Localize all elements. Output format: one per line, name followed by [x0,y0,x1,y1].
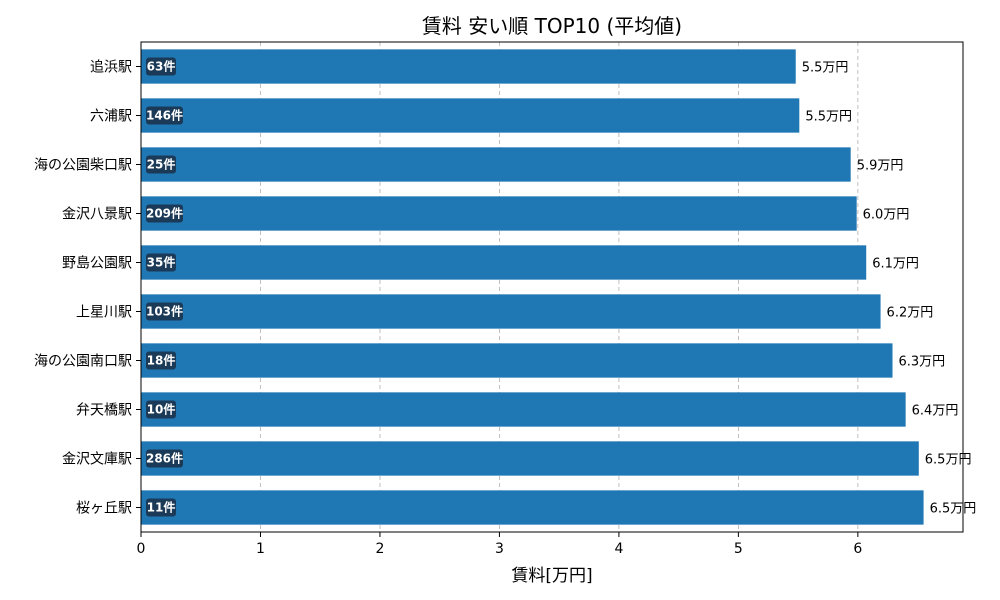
x-tick-label: 4 [614,541,623,557]
category-label: 弁天橋駅 [76,403,132,419]
count-badge [146,155,176,174]
bar [141,245,867,280]
count-label: 25件 [147,157,176,172]
value-label: 6.5万円 [925,453,972,468]
count-badge [146,498,176,517]
labels: 5.5万円 63件 5.5万円 146件 5.9万円 25件 6.0万円 209件 6.1万円 3… [146,57,977,517]
category-label: 追浜駅 [90,60,132,76]
count-label: 35件 [147,255,176,270]
x-tick-label: 2 [375,541,384,557]
bar [141,147,851,182]
x-tick-label: 6 [853,541,862,557]
x-tick-label: 3 [495,541,504,557]
count-badge [146,253,176,272]
plot-frame [140,41,964,533]
category-label: 桜ヶ丘駅 [76,501,132,517]
category-label: 野島公園駅 [62,256,132,272]
count-badge [146,400,176,419]
count-label: 18件 [147,353,176,368]
value-label: 5.5万円 [802,61,849,76]
count-label: 11件 [147,500,176,515]
count-label: 103件 [146,304,183,319]
category-label: 六浦駅 [90,109,132,125]
value-label: 5.9万円 [857,159,904,174]
count-badge [146,204,183,223]
value-label: 6.2万円 [887,306,934,321]
x-axis: 0 1 2 3 4 5 6 [137,532,862,557]
count-badge [146,351,176,370]
count-label: 10件 [147,402,176,417]
count-label: 63件 [147,59,176,74]
y-axis: 追浜駅六浦駅海の公園柴口駅金沢八景駅野島公園駅上星川駅海の公園南口駅弁天橋駅金沢… [34,60,141,517]
bar [141,490,924,525]
count-label: 146件 [146,108,183,123]
value-label: 6.3万円 [899,355,946,370]
value-label: 5.5万円 [805,110,852,125]
value-label: 6.0万円 [863,208,910,223]
category-label: 海の公園柴口駅 [34,158,132,174]
bars [141,49,924,525]
category-label: 海の公園南口駅 [34,354,132,370]
x-tick-label: 5 [734,541,743,557]
category-label: 金沢文庫駅 [62,451,132,468]
value-label: 6.4万円 [912,404,959,419]
count-label: 286件 [146,451,183,466]
count-badge [146,449,183,468]
category-label: 上星川駅 [76,305,132,321]
count-label: 209件 [146,206,183,221]
x-tick-label: 0 [137,541,146,557]
bar [141,294,881,329]
count-badge [146,302,183,321]
count-badge [146,106,183,125]
value-label: 6.5万円 [930,502,977,517]
category-label: 金沢八景駅 [62,207,132,223]
bar [141,196,857,231]
bar [141,343,893,378]
x-tick-label: 1 [256,541,265,557]
bar [141,49,796,84]
chart-title: 賃料 安い順 TOP10 (平均値) [422,14,682,38]
bar [141,98,800,133]
bar [141,392,906,427]
value-label: 6.1万円 [872,257,919,272]
bar [141,441,919,476]
x-axis-label: 賃料[万円] [511,566,592,586]
count-badge [146,57,176,76]
